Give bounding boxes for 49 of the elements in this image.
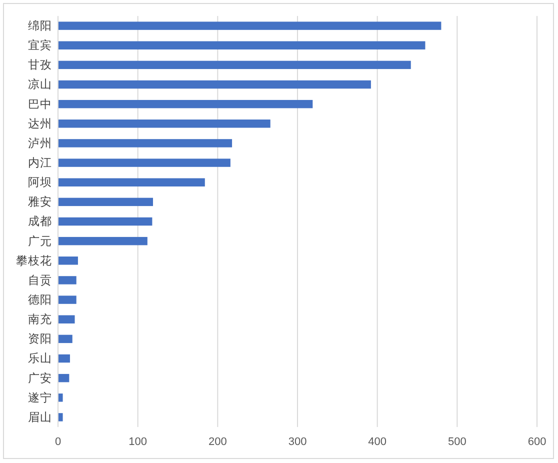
y-tick-label: 广元: [28, 234, 52, 248]
y-tick-label: 宜宾: [28, 38, 52, 52]
y-tick-label: 乐山: [28, 352, 52, 366]
x-tick-label: 300: [288, 436, 307, 448]
bar: [58, 394, 63, 402]
bar: [58, 139, 232, 148]
x-tick-label: 500: [448, 436, 466, 448]
y-tick-label: 遂宁: [28, 390, 52, 404]
bar: [58, 354, 70, 363]
bar: [58, 217, 152, 226]
bar: [58, 334, 72, 344]
y-tick-label: 阿坝: [28, 176, 52, 190]
y-tick-label: 达州: [28, 117, 52, 130]
x-tick-label: 400: [368, 436, 387, 448]
y-tick-label: 攀枝花: [16, 254, 52, 268]
y-tick-label: 眉山: [28, 410, 52, 424]
y-tick-label: 泸州: [28, 136, 52, 150]
bar: [58, 120, 270, 128]
bar: [58, 198, 153, 206]
bar: [58, 80, 371, 89]
y-tick-label: 凉山: [28, 77, 52, 92]
bar: [58, 276, 76, 284]
bar: [58, 158, 230, 167]
x-tick-label: 200: [208, 436, 227, 448]
y-tick-label: 德阳: [28, 293, 52, 306]
y-tick-label: 自贡: [28, 274, 52, 287]
y-tick-label: 资阳: [28, 332, 52, 346]
y-tick-label: 甘孜: [28, 58, 52, 72]
bar: [58, 178, 205, 186]
y-tick-label: 南充: [28, 312, 52, 326]
bar: [58, 22, 442, 30]
x-tick-label: 0: [54, 436, 62, 448]
bar: [58, 41, 426, 50]
bar: [58, 60, 411, 70]
x-tick-label: 100: [128, 436, 148, 448]
x-tick-label: 600: [528, 436, 546, 448]
y-tick-label: 广安: [28, 370, 52, 385]
bar: [58, 100, 313, 108]
bar: [58, 315, 75, 324]
bar: [58, 256, 78, 265]
bar: [58, 236, 148, 246]
bar: [58, 374, 70, 382]
bar: [58, 296, 76, 304]
bar: [58, 413, 63, 422]
y-tick-label: 内江: [28, 156, 52, 170]
y-tick-label: 巴中: [28, 98, 52, 111]
y-tick-label: 绵阳: [28, 19, 52, 32]
y-tick-label: 成都: [28, 215, 52, 228]
y-tick-label: 雅安: [28, 194, 52, 209]
